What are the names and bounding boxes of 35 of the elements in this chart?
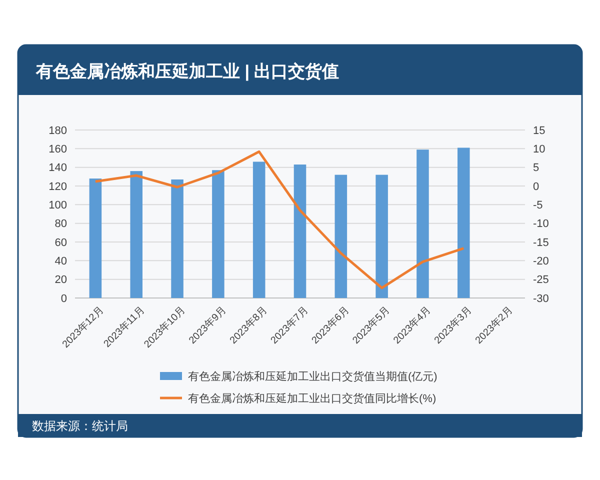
line-series <box>94 150 465 290</box>
y2-tick-label: 10 <box>533 144 546 156</box>
y-tick-label: 120 <box>48 180 67 193</box>
bar <box>171 179 184 298</box>
bar <box>376 174 388 298</box>
y-tick-label: 20 <box>54 274 67 286</box>
bar <box>458 148 470 298</box>
bar <box>294 164 306 298</box>
y2-tick-label: 0 <box>533 180 540 193</box>
bar <box>416 150 429 298</box>
y2-tick-label: 5 <box>533 162 540 174</box>
y-tick-label: 40 <box>54 256 67 268</box>
y-tick-label: 140 <box>48 162 67 174</box>
y2-tick-label: -10 <box>533 218 549 230</box>
legend-label: 有色金属冶炼和压延加工业出口交货值同比增长(%) <box>188 392 436 405</box>
bar <box>89 178 102 298</box>
y2-tick-label: -25 <box>533 274 549 286</box>
source-note: 数据来源：统计局 <box>32 419 128 433</box>
y2-tick-label: -15 <box>533 236 549 249</box>
bar <box>252 162 266 298</box>
y-tick-label: 180 <box>48 124 67 137</box>
y2-tick-label: -30 <box>533 292 549 305</box>
legend-label: 有色金属冶炼和压延加工业出口交货值当期值(亿元) <box>188 370 438 383</box>
y-tick-label: 160 <box>48 144 67 156</box>
y2-tick-label: -20 <box>533 256 549 268</box>
y2-tick-label: 15 <box>533 124 546 137</box>
y-tick-label: 0 <box>60 292 67 305</box>
y-tick-label: 80 <box>54 218 67 230</box>
y-tick-label: 60 <box>54 236 67 249</box>
y-tick-label: 100 <box>48 200 67 212</box>
bar <box>130 171 142 298</box>
bar <box>212 170 224 298</box>
chart-title: 有色金属冶炼和压延加工业 | 出口交货值 <box>35 62 340 81</box>
y2-tick-label: -5 <box>533 200 543 212</box>
bar <box>334 174 348 298</box>
